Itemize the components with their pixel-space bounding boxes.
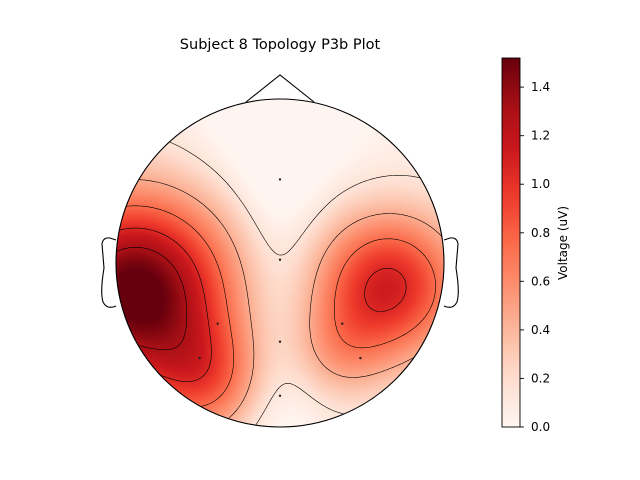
electrode-oz	[279, 395, 281, 397]
topomap	[116, 99, 444, 427]
colorbar-gradient	[502, 58, 520, 427]
right-ear	[444, 238, 458, 307]
colorbar-tick-label: 0.4	[531, 323, 550, 337]
colorbar-ticks: 0.0 0.2 0.4 0.6 0.8 1.0 1.2 1.4	[520, 80, 550, 434]
colorbar-label: Voltage (uV)	[556, 206, 570, 280]
colorbar-tick-label: 0.2	[531, 371, 550, 385]
left-ear	[102, 238, 116, 307]
electrode-p4	[341, 323, 343, 325]
electrode-pz	[279, 341, 281, 343]
electrode-fz	[279, 178, 281, 180]
colorbar-tick-label: 0.8	[531, 226, 550, 240]
electrode-cz	[279, 259, 281, 261]
chart-title: Subject 8 Topology P3b Plot	[180, 37, 381, 53]
colorbar-tick-label: 0.0	[531, 420, 550, 434]
colorbar: 0.0 0.2 0.4 0.6 0.8 1.0 1.2 1.4 Voltage (uV)	[502, 58, 570, 434]
electrode-p3	[217, 323, 219, 325]
electrode-po8	[359, 357, 361, 359]
voltage-field-image	[116, 99, 444, 427]
colorbar-tick-label: 1.2	[531, 129, 550, 143]
nose	[246, 75, 314, 102]
colorbar-tick-label: 0.6	[531, 274, 550, 288]
electrode-po7	[198, 357, 200, 359]
colorbar-tick-label: 1.0	[531, 177, 550, 191]
colorbar-tick-label: 1.4	[531, 80, 550, 94]
